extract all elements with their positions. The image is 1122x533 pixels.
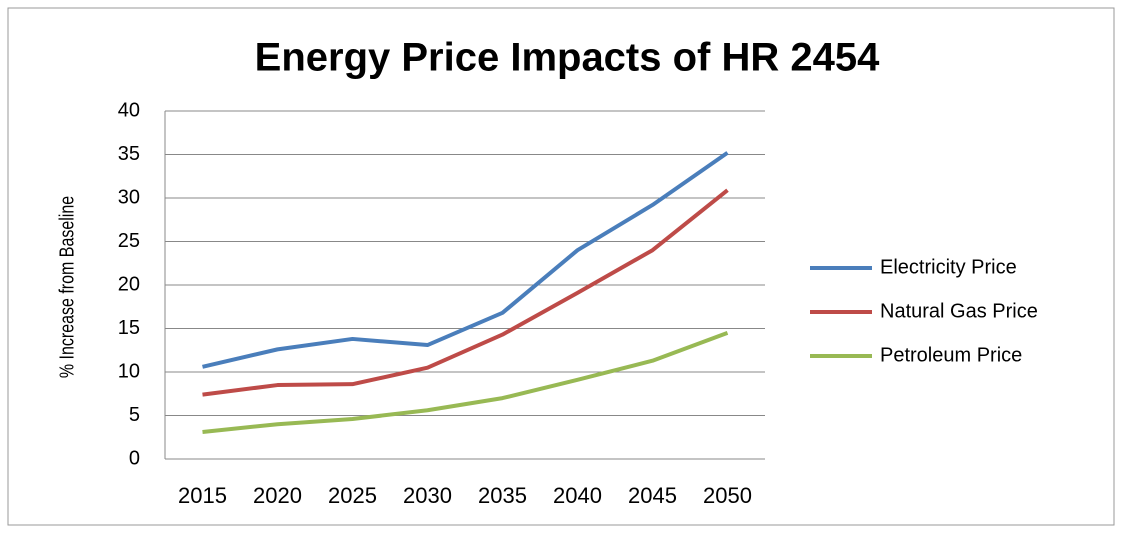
x-tick-label: 2050 xyxy=(703,483,752,508)
chart-frame xyxy=(7,7,1115,526)
y-tick-label: 30 xyxy=(118,186,140,208)
x-tick-label: 2045 xyxy=(628,483,677,508)
y-tick-label: 25 xyxy=(118,230,140,252)
x-tick-label: 2035 xyxy=(478,483,527,508)
y-tick-label: 10 xyxy=(118,360,140,382)
y-tick-label: 40 xyxy=(118,99,140,121)
x-tick-label: 2020 xyxy=(253,483,302,508)
y-tick-label: 15 xyxy=(118,317,140,339)
series-line xyxy=(202,151,729,369)
x-tick-label: 2025 xyxy=(328,483,377,508)
y-axis-label: % Increase from Baseline xyxy=(56,196,78,378)
x-tick-label: 2015 xyxy=(178,483,227,508)
chart-title: Energy Price Impacts of HR 2454 xyxy=(255,36,880,80)
series-line xyxy=(202,188,729,397)
y-tick-label: 0 xyxy=(129,447,140,469)
y-tick-label: 5 xyxy=(129,404,140,426)
x-tick-label: 2030 xyxy=(403,483,452,508)
y-tick-label: 20 xyxy=(118,273,140,295)
series-line xyxy=(202,330,729,435)
y-tick-label: 35 xyxy=(118,143,140,165)
legend-label: Natural Gas Price xyxy=(880,300,1038,322)
legend-label: Petroleum Price xyxy=(880,344,1022,366)
x-tick-label: 2040 xyxy=(553,483,602,508)
legend-label: Electricity Price xyxy=(880,256,1017,278)
